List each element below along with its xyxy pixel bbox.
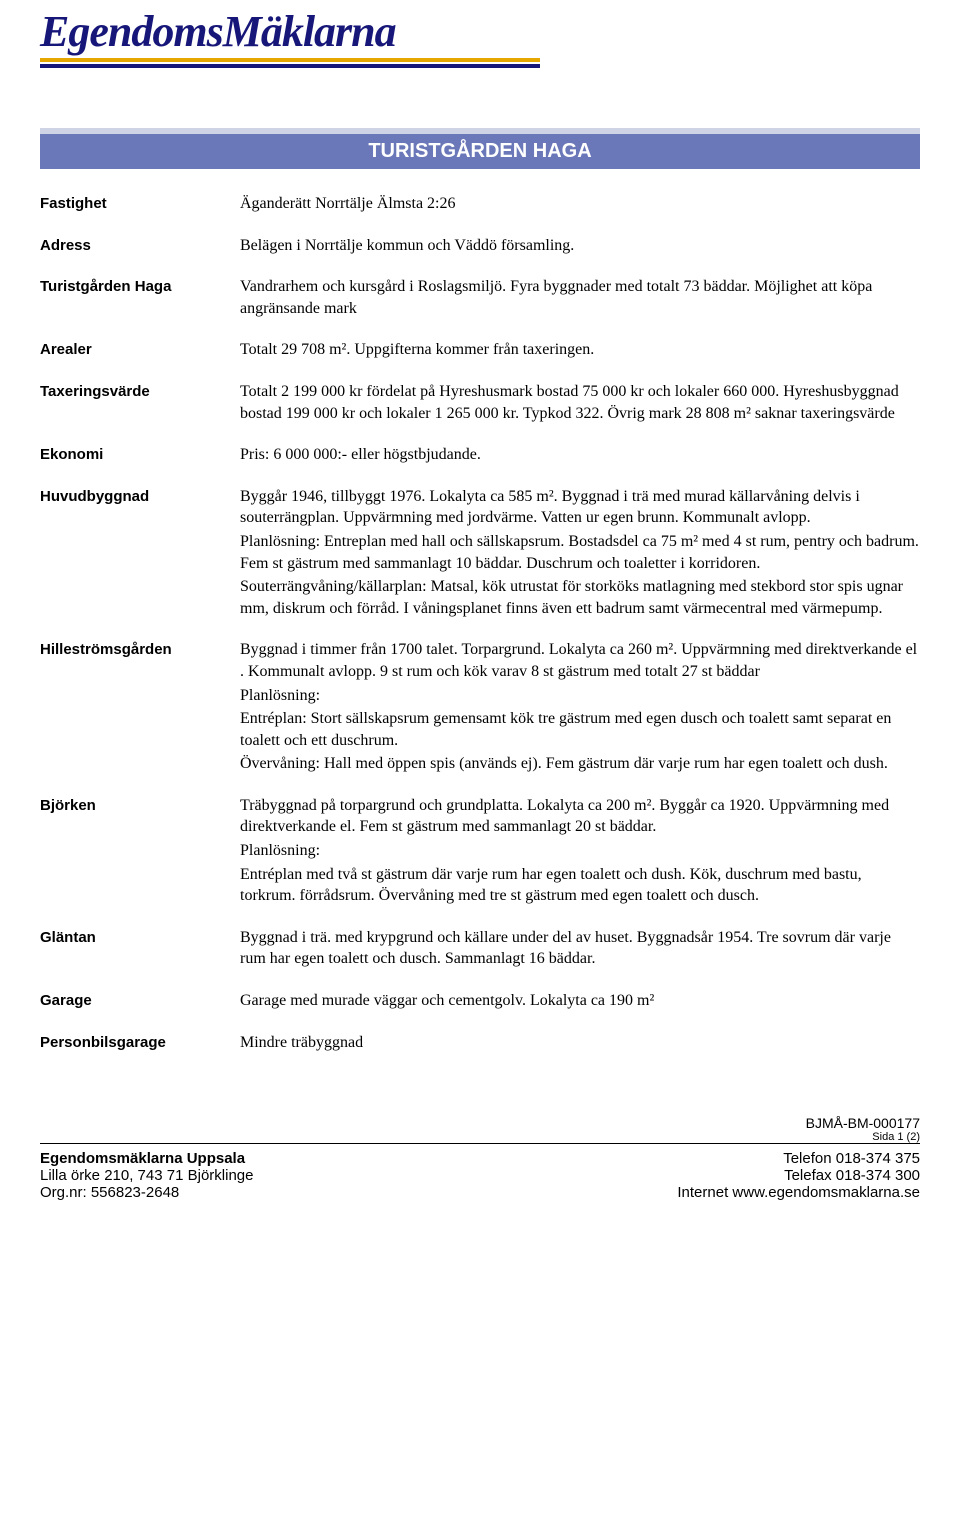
row-paragraph: Planlösning: [240, 840, 920, 862]
row-paragraph: Övervåning: Hall med öppen spis (används… [240, 753, 920, 775]
row-paragraph: Entréplan med två st gästrum där varje r… [240, 864, 920, 907]
row-label: Ekonomi [40, 444, 240, 463]
row-value: Totalt 29 708 m². Uppgifterna kommer frå… [240, 339, 920, 363]
property-row: PersonbilsgarageMindre träbyggnad [40, 1032, 920, 1056]
row-paragraph: Belägen i Norrtälje kommun och Väddö för… [240, 235, 920, 257]
row-label: Arealer [40, 339, 240, 358]
row-label: Björken [40, 795, 240, 814]
row-paragraph: Mindre träbyggnad [240, 1032, 920, 1054]
logo-underlines [40, 58, 540, 68]
property-row: TaxeringsvärdeTotalt 2 199 000 kr fördel… [40, 381, 920, 426]
property-row: GläntanByggnad i trä. med krypgrund och … [40, 927, 920, 972]
row-value: Byggår 1946, tillbyggt 1976. Lokalyta ca… [240, 486, 920, 622]
property-row: BjörkenTräbyggnad på torpargrund och gru… [40, 795, 920, 909]
row-label: Gläntan [40, 927, 240, 946]
footer-orgnr: Org.nr: 556823-2648 [40, 1184, 253, 1201]
row-value: Mindre träbyggnad [240, 1032, 920, 1056]
row-paragraph: Garage med murade väggar och cementgolv.… [240, 990, 920, 1012]
property-row: HuvudbyggnadByggår 1946, tillbyggt 1976.… [40, 486, 920, 622]
row-label: Huvudbyggnad [40, 486, 240, 505]
row-label: Hilleströmsgården [40, 639, 240, 658]
row-value: Träbyggnad på torpargrund och grundplatt… [240, 795, 920, 909]
property-row: HilleströmsgårdenByggnad i timmer från 1… [40, 639, 920, 777]
footer-fax: Telefax 018-374 300 [677, 1167, 920, 1184]
row-label: Adress [40, 235, 240, 254]
logo-area: EgendomsMäklarna [40, 0, 920, 98]
title-bar: TURISTGÅRDEN HAGA [40, 128, 920, 169]
page-number: Sida 1 (2) [40, 1131, 920, 1143]
row-value: Vandrarhem och kursgård i Roslagsmiljö. … [240, 276, 920, 321]
footer-address: Lilla örke 210, 743 71 Björklinge [40, 1167, 253, 1184]
row-label: Fastighet [40, 193, 240, 212]
row-paragraph: Souterrängvåning/källarplan: Matsal, kök… [240, 576, 920, 619]
footer: Egendomsmäklarna Uppsala Lilla örke 210,… [40, 1150, 920, 1201]
row-paragraph: Pris: 6 000 000:- eller högstbjudande. [240, 444, 920, 466]
row-paragraph: Byggnad i timmer från 1700 talet. Torpar… [240, 639, 920, 682]
row-label: Garage [40, 990, 240, 1009]
row-paragraph: Vandrarhem och kursgård i Roslagsmiljö. … [240, 276, 920, 319]
row-paragraph: Totalt 29 708 m². Uppgifterna kommer frå… [240, 339, 920, 361]
footer-left: Egendomsmäklarna Uppsala Lilla örke 210,… [40, 1150, 253, 1201]
row-value: Byggnad i trä. med krypgrund och källare… [240, 927, 920, 972]
property-row: ArealerTotalt 29 708 m². Uppgifterna kom… [40, 339, 920, 363]
logo-line-blue [40, 64, 540, 68]
row-label: Taxeringsvärde [40, 381, 240, 400]
footer-company: Egendomsmäklarna Uppsala [40, 1150, 253, 1167]
row-paragraph: Planlösning: Entreplan med hall och säll… [240, 531, 920, 574]
row-paragraph: Planlösning: [240, 685, 920, 707]
row-value: Pris: 6 000 000:- eller högstbjudande. [240, 444, 920, 468]
row-value: Totalt 2 199 000 kr fördelat på Hyreshus… [240, 381, 920, 426]
row-paragraph: Totalt 2 199 000 kr fördelat på Hyreshus… [240, 381, 920, 424]
footer-right: Telefon 018-374 375 Telefax 018-374 300 … [677, 1150, 920, 1201]
logo-line-yellow [40, 58, 540, 62]
page: EgendomsMäklarna TURISTGÅRDEN HAGA Fasti… [0, 0, 960, 1526]
footer-internet: Internet www.egendomsmaklarna.se [677, 1184, 920, 1201]
property-row: EkonomiPris: 6 000 000:- eller högstbjud… [40, 444, 920, 468]
row-label: Personbilsgarage [40, 1032, 240, 1051]
property-row: GarageGarage med murade väggar och cemen… [40, 990, 920, 1014]
document-reference: BJMÅ-BM-000177 [40, 1115, 920, 1131]
row-paragraph: Träbyggnad på torpargrund och grundplatt… [240, 795, 920, 838]
property-sections: FastighetÄganderätt Norrtälje Älmsta 2:2… [40, 193, 920, 1055]
row-value: Belägen i Norrtälje kommun och Väddö för… [240, 235, 920, 259]
row-paragraph: Entréplan: Stort sällskapsrum gemensamt … [240, 708, 920, 751]
footer-phone: Telefon 018-374 375 [677, 1150, 920, 1167]
row-paragraph: Byggår 1946, tillbyggt 1976. Lokalyta ca… [240, 486, 920, 529]
property-row: FastighetÄganderätt Norrtälje Älmsta 2:2… [40, 193, 920, 217]
logo-text: EgendomsMäklarna [40, 10, 396, 54]
row-paragraph: Byggnad i trä. med krypgrund och källare… [240, 927, 920, 970]
property-row: AdressBelägen i Norrtälje kommun och Väd… [40, 235, 920, 259]
row-value: Garage med murade väggar och cementgolv.… [240, 990, 920, 1014]
property-row: Turistgården HagaVandrarhem och kursgård… [40, 276, 920, 321]
row-paragraph: Äganderätt Norrtälje Älmsta 2:26 [240, 193, 920, 215]
footer-divider [40, 1143, 920, 1144]
row-value: Äganderätt Norrtälje Älmsta 2:26 [240, 193, 920, 217]
row-value: Byggnad i timmer från 1700 talet. Torpar… [240, 639, 920, 777]
row-label: Turistgården Haga [40, 276, 240, 295]
